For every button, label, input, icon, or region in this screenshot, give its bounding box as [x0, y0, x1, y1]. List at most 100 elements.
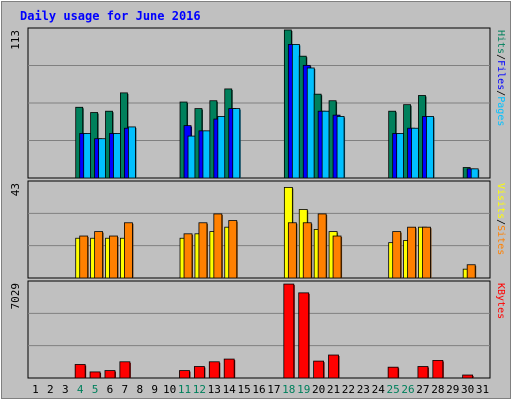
day-label-11: 11 — [178, 383, 191, 396]
day-label-4: 4 — [77, 383, 84, 396]
bar-sites-day-30 — [466, 264, 476, 279]
y-max-label: 113 — [9, 30, 22, 50]
bar-pages-day-18 — [291, 44, 300, 179]
bar-sites-day-25 — [392, 231, 402, 279]
bar-sites-day-6 — [109, 235, 118, 279]
bar-sites-day-27 — [422, 226, 431, 279]
day-label-7: 7 — [122, 383, 129, 396]
bar-kbytes-day-21 — [328, 354, 339, 379]
bar-kbytes-day-13 — [208, 361, 220, 379]
day-label-5: 5 — [92, 383, 99, 396]
day-label-2: 2 — [47, 383, 54, 396]
day-label-26: 26 — [401, 383, 414, 396]
day-label-14: 14 — [223, 383, 237, 396]
bar-pages-day-21 — [336, 116, 345, 179]
bar-pages-day-30 — [470, 168, 479, 179]
bar-kbytes-day-7 — [119, 361, 131, 379]
day-label-28: 28 — [431, 383, 444, 396]
panel-hits-files-pages: 113 Hits/Files/Pages — [9, 27, 506, 179]
y-max-label: 43 — [9, 183, 22, 196]
bar-sites-day-19 — [302, 222, 312, 279]
day-label-24: 24 — [372, 383, 386, 396]
bar-sites-day-21 — [332, 235, 342, 279]
bar-sites-day-11 — [183, 233, 193, 279]
bar-pages-day-19 — [306, 67, 315, 179]
bar-pages-day-11 — [187, 135, 196, 179]
day-label-9: 9 — [151, 383, 158, 396]
bar-pages-day-14 — [232, 108, 241, 179]
bar-kbytes-day-18 — [283, 283, 295, 379]
bar-pages-day-26 — [411, 127, 419, 179]
day-label-17: 17 — [267, 383, 280, 396]
day-label-3: 3 — [62, 383, 69, 396]
day-label-21: 21 — [327, 383, 340, 396]
bar-pages-day-5 — [98, 138, 107, 179]
day-label-23: 23 — [357, 383, 370, 396]
bar-kbytes-day-30 — [462, 374, 474, 379]
bar-kbytes-day-4 — [74, 364, 86, 379]
legend-entry: / — [495, 54, 506, 60]
day-axis-labels: 1 2 3 4 5 6 7 8 9 10 11 12 13 14 15 16 17 18 19 20 21 22 23 24 2… — [32, 383, 489, 396]
panel-visits-sites: 43 Visits/Sites — [9, 180, 506, 279]
day-label-6: 6 — [107, 383, 114, 396]
bar-sites-day-4 — [79, 235, 89, 279]
legend-entry: KBytes — [495, 283, 506, 319]
bar-pages-day-12 — [202, 130, 211, 179]
day-label-18: 18 — [282, 383, 295, 396]
day-label-15: 15 — [237, 383, 250, 396]
panel-kbytes: 7029 KBytes — [9, 280, 506, 379]
bar-sites-day-7 — [124, 222, 133, 279]
series-legend: Hits/Files/Pages — [495, 30, 506, 126]
day-label-29: 29 — [446, 383, 459, 396]
chart-title: Daily usage for June 2016 — [20, 9, 201, 23]
bar-pages-day-20 — [321, 110, 330, 179]
bar-sites-day-13 — [213, 213, 223, 279]
bar-kbytes-day-25 — [387, 366, 399, 379]
legend-entry: Visits — [495, 183, 506, 219]
bar-sites-day-20 — [317, 213, 327, 279]
y-max-label: 7029 — [9, 283, 22, 310]
bar-sites-day-5 — [94, 231, 104, 279]
bar-kbytes-day-28 — [432, 360, 444, 379]
chart-border-dark — [1, 1, 511, 399]
bar-kbytes-day-27 — [417, 366, 429, 379]
bar-kbytes-day-20 — [313, 360, 325, 379]
bar-sites-day-12 — [198, 222, 208, 279]
day-label-30: 30 — [461, 383, 474, 396]
day-label-25: 25 — [387, 383, 400, 396]
bar-pages-day-13 — [217, 116, 226, 179]
legend-entry: Sites — [495, 225, 506, 255]
day-label-19: 19 — [297, 383, 310, 396]
day-label-16: 16 — [252, 383, 265, 396]
day-label-12: 12 — [193, 383, 206, 396]
bar-pages-day-6 — [113, 133, 121, 179]
bar-sites-day-18 — [287, 222, 297, 279]
day-label-10: 10 — [163, 383, 176, 396]
bar-kbytes-day-14 — [223, 358, 235, 379]
day-label-20: 20 — [312, 383, 325, 396]
bar-pages-day-7 — [128, 126, 136, 179]
day-label-27: 27 — [416, 383, 429, 396]
bar-kbytes-day-11 — [179, 370, 190, 379]
bar-pages-day-25 — [396, 133, 405, 179]
bar-kbytes-day-6 — [104, 370, 116, 379]
day-label-31: 31 — [476, 383, 489, 396]
bar-pages-day-27 — [426, 116, 434, 179]
bar-kbytes-day-5 — [89, 371, 101, 379]
legend-entry: Hits — [495, 30, 506, 54]
bar-sites-day-26 — [407, 226, 416, 279]
bar-pages-day-4 — [83, 133, 92, 179]
day-label-22: 22 — [342, 383, 355, 396]
day-label-13: 13 — [208, 383, 221, 396]
legend-entry: Pages — [495, 96, 506, 126]
legend-entry: / — [495, 219, 506, 225]
series-legend: Visits/Sites — [495, 183, 506, 255]
bar-sites-day-14 — [228, 220, 238, 279]
bar-kbytes-day-12 — [193, 366, 205, 379]
day-label-1: 1 — [32, 383, 39, 396]
panel-plot-area — [27, 280, 491, 379]
legend-entry: Files — [495, 60, 506, 90]
